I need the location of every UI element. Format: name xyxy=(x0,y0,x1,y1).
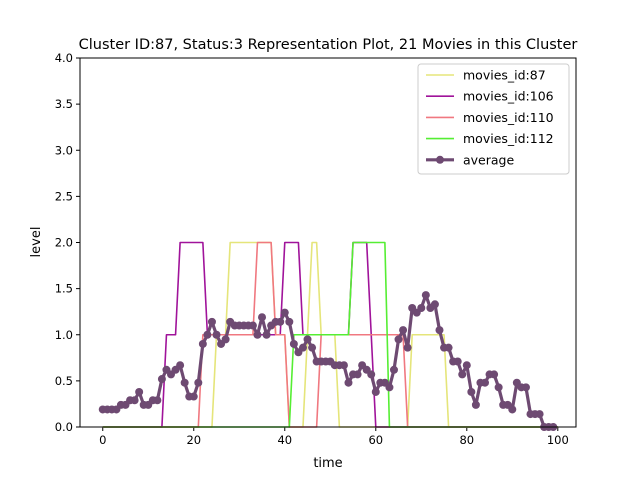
average-point xyxy=(194,378,203,387)
average-point xyxy=(135,387,144,396)
x-tick-label: 20 xyxy=(186,433,201,447)
average-point xyxy=(308,343,317,352)
average-point xyxy=(435,326,444,335)
series-3 xyxy=(102,241,558,428)
legend-item: movies_id:110 xyxy=(426,110,554,125)
average-point xyxy=(258,313,267,322)
average-point xyxy=(280,308,289,317)
average-point xyxy=(508,405,517,414)
average-point xyxy=(389,365,398,374)
average-point xyxy=(276,317,285,326)
average-point xyxy=(430,300,439,309)
y-tick-label: 0.5 xyxy=(55,374,73,388)
y-tick-label: 4.0 xyxy=(55,51,73,65)
average-point xyxy=(480,378,489,387)
y-tick-label: 3.0 xyxy=(55,143,73,157)
average-point xyxy=(353,370,362,379)
average-point xyxy=(399,326,408,335)
average-point xyxy=(153,396,162,405)
average-point xyxy=(262,330,271,339)
series-1 xyxy=(102,241,558,428)
legend-item: average xyxy=(426,152,514,167)
average-point xyxy=(285,317,294,326)
average-point xyxy=(198,339,207,348)
average-point xyxy=(253,330,262,339)
legend-box xyxy=(417,63,570,175)
average-point xyxy=(453,357,462,366)
legend-item: movies_id:87 xyxy=(426,68,546,83)
average-point xyxy=(189,392,198,401)
series-lines xyxy=(98,241,558,431)
legend-label: movies_id:112 xyxy=(463,131,554,146)
average-point xyxy=(157,375,166,384)
legend-marker xyxy=(436,155,444,164)
average-point xyxy=(535,410,544,419)
x-axis-label: time xyxy=(313,456,342,471)
average-point xyxy=(303,335,312,344)
average-point xyxy=(417,303,426,312)
series-line xyxy=(102,241,558,428)
y-tick-label: 3.5 xyxy=(55,97,73,111)
legend-label: average xyxy=(463,152,514,167)
average-point xyxy=(212,330,221,339)
average-point xyxy=(462,361,471,370)
plot-area-frame xyxy=(79,57,577,428)
average-point xyxy=(248,321,257,330)
x-tick-label: 100 xyxy=(547,433,569,447)
average-point xyxy=(471,400,480,409)
average-point xyxy=(444,343,453,352)
average-point xyxy=(289,339,298,348)
average-point xyxy=(207,317,216,326)
x-tick-label: 80 xyxy=(459,433,474,447)
x-tick-label: 0 xyxy=(99,433,106,447)
series-4 xyxy=(98,291,558,431)
average-point xyxy=(298,343,307,352)
y-tick-label: 0.0 xyxy=(55,420,73,434)
average-point xyxy=(344,378,353,387)
average-point xyxy=(371,387,380,396)
average-point xyxy=(385,383,394,392)
y-tick-label: 1.0 xyxy=(55,328,73,342)
average-point xyxy=(394,335,403,344)
series-line xyxy=(102,241,558,428)
average-point xyxy=(494,383,503,392)
tick-labels: 0 20 40 60 80 100 0.0 0.5 1.0 1.5 2.0 2.5 3.0 3.5 4.0 xyxy=(55,51,569,447)
average-point xyxy=(203,330,212,339)
average-point xyxy=(221,335,230,344)
legend-label: movies_id:106 xyxy=(463,89,554,104)
legend-label: movies_id:110 xyxy=(463,110,554,125)
average-point xyxy=(130,396,139,405)
y-axis-label: level xyxy=(29,227,44,258)
average-point xyxy=(367,370,376,379)
legend-item: movies_id:106 xyxy=(426,89,554,104)
average-point xyxy=(339,361,348,370)
x-tick-label: 40 xyxy=(277,433,292,447)
x-tick-label: 60 xyxy=(368,433,383,447)
legend: movies_id:87 movies_id:106 movies_id:110mo… xyxy=(417,63,570,175)
average-point xyxy=(176,361,185,370)
legend-item: movies_id:112 xyxy=(426,131,554,146)
chart-title: Cluster ID:87, Status:3 Representation P… xyxy=(79,37,578,53)
average-point xyxy=(490,370,499,379)
average-point xyxy=(421,291,430,300)
y-tick-label: 2.0 xyxy=(55,236,73,250)
average-point xyxy=(403,343,412,352)
average-point xyxy=(521,383,530,392)
average-point xyxy=(180,378,189,387)
average-point xyxy=(467,387,476,396)
y-tick-label: 1.5 xyxy=(55,282,73,296)
legend-label: movies_id:87 xyxy=(463,68,546,83)
average-point xyxy=(458,370,467,379)
y-tick-label: 2.5 xyxy=(55,189,73,203)
